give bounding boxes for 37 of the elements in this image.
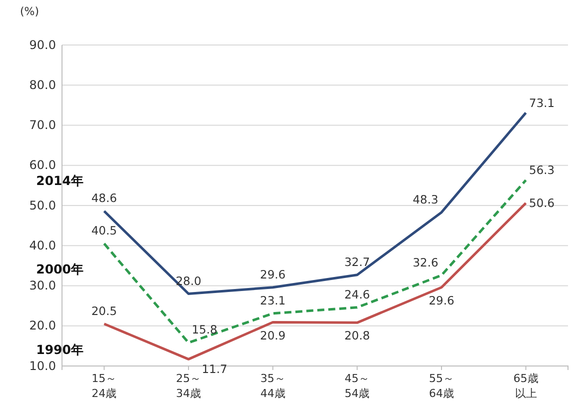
data-label: 40.5: [91, 224, 117, 238]
x-tick-label: 65歳以上: [513, 372, 538, 400]
y-tick-label: 70.0: [29, 118, 56, 132]
text: 2000年: [36, 262, 84, 277]
y-axis-title: (%): [20, 5, 40, 18]
data-label: 73.1: [529, 96, 555, 110]
data-label: 20.9: [260, 328, 286, 342]
text: 1990年: [36, 342, 84, 357]
data-label: 28.0: [176, 274, 202, 288]
data-label: 11.7: [202, 362, 228, 376]
data-label: 20.5: [91, 304, 117, 318]
data-label: 29.6: [428, 293, 454, 308]
y-tick-label: 30.0: [29, 278, 56, 293]
x-tick-label: 55～64歳: [429, 372, 454, 400]
data-label: 23.1: [260, 293, 286, 308]
data-label: 32.7: [344, 254, 370, 269]
data-label: 48.6: [91, 191, 117, 206]
y-tick-label: 60.0: [29, 158, 56, 172]
y-tick-label: 90.0: [29, 38, 56, 52]
y-tick-label: 40.0: [29, 238, 56, 252]
x-tick-label: 25～34歳: [176, 372, 201, 400]
data-label: 29.6: [260, 267, 286, 282]
data-label: 15.8: [192, 322, 218, 337]
data-label: 24.6: [344, 287, 370, 302]
y-tick-label: 80.0: [29, 78, 56, 92]
x-tick-label: 15～24歳: [92, 372, 117, 400]
data-label: 32.6: [412, 255, 438, 270]
data-label: 20.8: [344, 328, 370, 343]
x-tick-label: 45～54歳: [344, 372, 370, 400]
data-label: 50.6: [529, 196, 555, 210]
x-tick-label: 35～44歳: [260, 372, 286, 400]
data-label: 48.3: [412, 192, 438, 206]
text: 2014年: [36, 173, 84, 188]
y-tick-label: 10.0: [29, 358, 56, 373]
y-tick-label: 50.0: [29, 198, 56, 212]
data-label: 56.3: [529, 163, 555, 178]
y-tick-label: 20.0: [29, 318, 56, 333]
